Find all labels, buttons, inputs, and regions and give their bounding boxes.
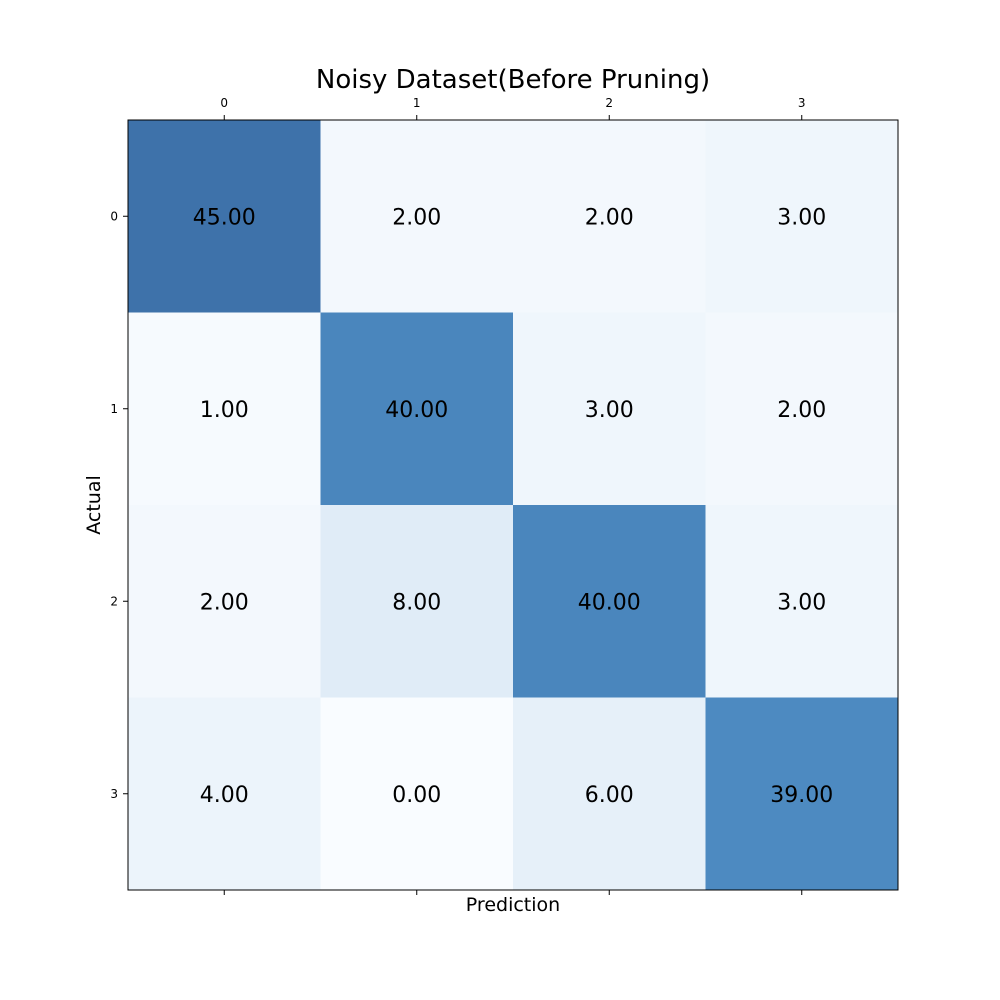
cell-value-label: 40.00 — [385, 398, 448, 423]
heatmap-cell — [705, 505, 899, 698]
heatmap-cell — [513, 120, 706, 313]
heatmap-cell — [513, 505, 706, 698]
x-ticks-bottom — [223, 890, 803, 895]
cell-value-label: 3.00 — [777, 590, 826, 615]
heatmap-cell — [705, 697, 899, 891]
cell-value-label: 2.00 — [392, 205, 441, 230]
y-axis-title: Actual — [83, 475, 105, 535]
plot-frame — [127, 119, 899, 891]
y-tick-label: 0 — [110, 209, 118, 223]
y-tick-label: 2 — [110, 594, 118, 608]
heatmap-cell — [513, 312, 706, 506]
heatmap-cell — [128, 120, 321, 313]
heatmap-cell — [128, 505, 321, 698]
heatmap-cell — [128, 697, 321, 891]
cell-value-label: 3.00 — [777, 205, 826, 230]
cell-value-label: 0.00 — [392, 783, 441, 808]
x-axis-title: Prediction — [466, 894, 560, 916]
cell-value-label: 3.00 — [585, 398, 634, 423]
heatmap-cell — [513, 697, 706, 891]
cell-value-label: 2.00 — [200, 590, 249, 615]
y-tick-label: 3 — [110, 787, 118, 801]
x-tick-label: 0 — [220, 96, 228, 110]
x-tick-label: 2 — [605, 96, 613, 110]
cell-value-label: 39.00 — [770, 783, 833, 808]
heatmap-cell — [320, 697, 514, 891]
y-tick-label: 1 — [110, 402, 118, 416]
heatmap-cells — [128, 120, 899, 891]
cell-value-label: 1.00 — [200, 398, 249, 423]
heatmap-cell — [320, 120, 514, 313]
cell-value-label: 2.00 — [585, 205, 634, 230]
cell-value-label: 8.00 — [392, 590, 441, 615]
heatmap-cell — [320, 505, 514, 698]
x-tick-label: 3 — [798, 96, 806, 110]
heatmap-cell-labels: 45.00 2.00 2.00 3.00 1.00 40.00 3.00 2.00 2.00 8.… — [193, 205, 833, 808]
heatmap-cell — [320, 312, 514, 506]
heatmap-cell — [705, 120, 899, 313]
heatmap-cell — [128, 312, 321, 506]
heatmap-cell — [705, 312, 899, 506]
chart-title: Noisy Dataset(Before Pruning) — [316, 65, 710, 95]
cell-value-label: 4.00 — [200, 783, 249, 808]
x-tick-label: 1 — [413, 96, 421, 110]
cell-value-label: 40.00 — [578, 590, 641, 615]
x-ticks-top: 0 1 2 3 — [220, 96, 806, 120]
cell-value-label: 45.00 — [193, 205, 256, 230]
cell-value-label: 2.00 — [777, 398, 826, 423]
y-ticks: 0 1 2 3 — [110, 209, 128, 801]
cell-value-label: 6.00 — [585, 783, 634, 808]
